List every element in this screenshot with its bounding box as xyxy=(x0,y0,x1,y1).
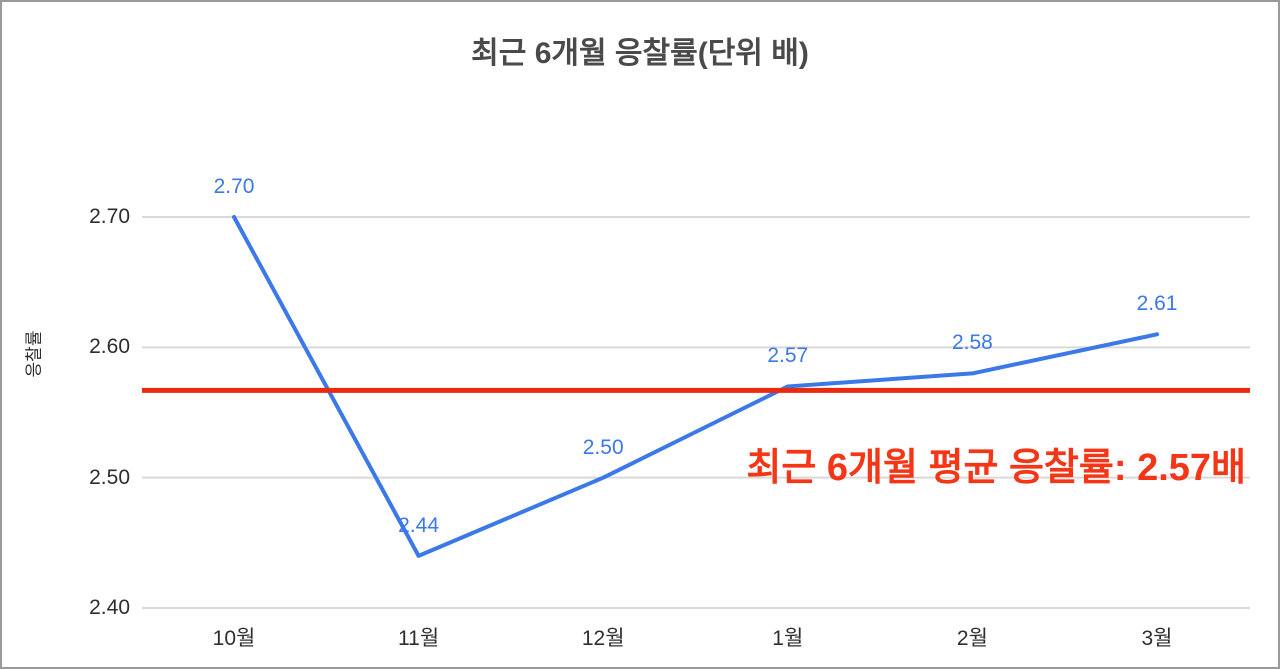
point-value-label: 2.57 xyxy=(767,344,809,368)
y-tick-label: 2.70 xyxy=(89,205,130,228)
average-annotation: 최근 6개월 평균 응찰률: 2.57배 xyxy=(746,447,1246,489)
point-value-label: 2.58 xyxy=(951,331,993,355)
x-tick-label: 11월 xyxy=(398,627,440,650)
x-tick-label: 12월 xyxy=(581,627,625,650)
y-tick-label: 2.60 xyxy=(89,335,130,359)
y-tick-label: 2.50 xyxy=(89,465,130,489)
point-value-label: 2.44 xyxy=(398,513,440,537)
x-tick-label: 10월 xyxy=(212,627,256,650)
point-value-label: 2.50 xyxy=(582,435,624,459)
series-line xyxy=(232,215,1159,558)
x-tick-label: 1월 xyxy=(772,627,804,650)
x-tick-label: 2월 xyxy=(956,627,988,650)
point-value-label: 2.61 xyxy=(1136,292,1178,316)
x-tick-label: 3월 xyxy=(1141,627,1173,650)
point-value-label: 2.70 xyxy=(213,175,255,198)
y-tick-label: 2.40 xyxy=(89,596,130,619)
chart-title: 최근 6개월 응찰률(단위 배) xyxy=(471,37,809,70)
